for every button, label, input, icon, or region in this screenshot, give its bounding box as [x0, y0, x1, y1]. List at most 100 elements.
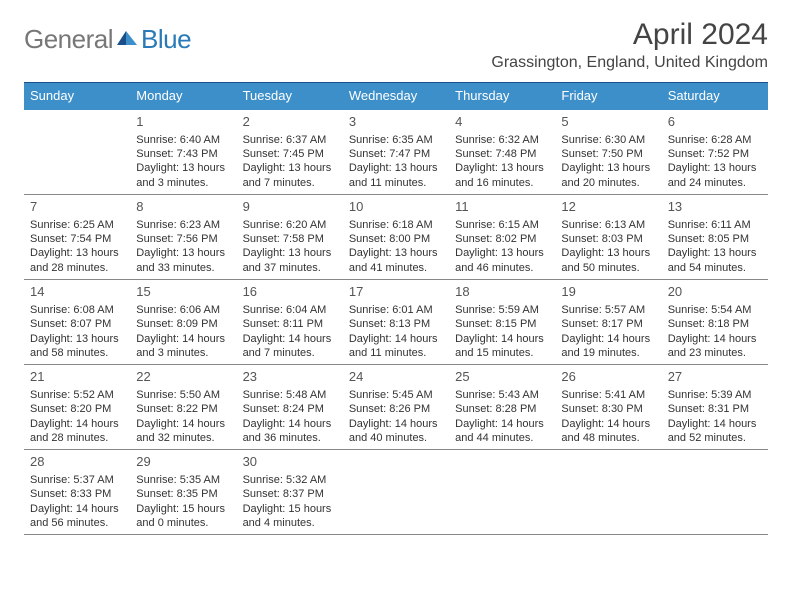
sunset-text: Sunset: 7:54 PM — [30, 232, 124, 246]
sunset-text: Sunset: 8:18 PM — [668, 317, 762, 331]
weekday-header: Tuesday — [237, 83, 343, 110]
sunrise-text: Sunrise: 5:37 AM — [30, 473, 124, 487]
sunset-text: Sunset: 7:58 PM — [243, 232, 337, 246]
day-number: 27 — [668, 369, 762, 386]
day-number: 13 — [668, 199, 762, 216]
sunrise-text: Sunrise: 6:15 AM — [455, 218, 549, 232]
sunrise-text: Sunrise: 5:57 AM — [561, 303, 655, 317]
daylight-text: Daylight: 14 hours and 7 minutes. — [243, 332, 337, 361]
sunset-text: Sunset: 7:50 PM — [561, 147, 655, 161]
sunrise-text: Sunrise: 6:18 AM — [349, 218, 443, 232]
day-number: 14 — [30, 284, 124, 301]
day-number: 7 — [30, 199, 124, 216]
location-label: Grassington, England, United Kingdom — [491, 54, 768, 72]
weekday-header: Thursday — [449, 83, 555, 110]
calendar-cell: 7 Sunrise: 6:25 AMSunset: 7:54 PMDaylight… — [24, 195, 130, 280]
sunset-text: Sunset: 8:11 PM — [243, 317, 337, 331]
sunrise-text: Sunrise: 5:39 AM — [668, 388, 762, 402]
sunset-text: Sunset: 8:02 PM — [455, 232, 549, 246]
sunrise-text: Sunrise: 6:25 AM — [30, 218, 124, 232]
sunset-text: Sunset: 7:43 PM — [136, 147, 230, 161]
sunrise-text: Sunrise: 6:28 AM — [668, 133, 762, 147]
day-number: 18 — [455, 284, 549, 301]
calendar-cell: 19 Sunrise: 5:57 AMSunset: 8:17 PMDayligh… — [555, 280, 661, 365]
sunset-text: Sunset: 8:00 PM — [349, 232, 443, 246]
weekday-header: Wednesday — [343, 83, 449, 110]
daylight-text: Daylight: 13 hours and 11 minutes. — [349, 161, 443, 190]
sunset-text: Sunset: 8:31 PM — [668, 402, 762, 416]
calendar-cell: 21Sunrise: 5:52 AMSunset: 8:20 PMDayligh… — [24, 365, 130, 450]
daylight-text: Daylight: 13 hours and 41 minutes. — [349, 246, 443, 275]
day-number: 9 — [243, 199, 337, 216]
calendar-row: 21Sunrise: 5:52 AMSunset: 8:20 PMDayligh… — [24, 365, 768, 450]
day-number: 5 — [561, 114, 655, 131]
logo-text-general: General — [24, 24, 113, 55]
day-number: 24 — [349, 369, 443, 386]
calendar-cell — [555, 450, 661, 535]
day-number: 8 — [136, 199, 230, 216]
sunset-text: Sunset: 8:15 PM — [455, 317, 549, 331]
day-number: 30 — [243, 454, 337, 471]
sunset-text: Sunset: 7:56 PM — [136, 232, 230, 246]
sunset-text: Sunset: 8:28 PM — [455, 402, 549, 416]
sunrise-text: Sunrise: 6:20 AM — [243, 218, 337, 232]
sunset-text: Sunset: 8:35 PM — [136, 487, 230, 501]
logo-mark-icon — [117, 27, 139, 52]
daylight-text: Daylight: 15 hours and 0 minutes. — [136, 502, 230, 531]
sunrise-text: Sunrise: 6:23 AM — [136, 218, 230, 232]
daylight-text: Daylight: 14 hours and 40 minutes. — [349, 417, 443, 446]
sunset-text: Sunset: 8:07 PM — [30, 317, 124, 331]
sunrise-text: Sunrise: 6:11 AM — [668, 218, 762, 232]
logo-text-blue: Blue — [141, 24, 191, 55]
daylight-text: Daylight: 13 hours and 28 minutes. — [30, 246, 124, 275]
daylight-text: Daylight: 14 hours and 44 minutes. — [455, 417, 549, 446]
daylight-text: Daylight: 13 hours and 54 minutes. — [668, 246, 762, 275]
daylight-text: Daylight: 15 hours and 4 minutes. — [243, 502, 337, 531]
weekday-header-row: SundayMondayTuesdayWednesdayThursdayFrid… — [24, 83, 768, 110]
sunset-text: Sunset: 8:05 PM — [668, 232, 762, 246]
daylight-text: Daylight: 14 hours and 28 minutes. — [30, 417, 124, 446]
sunrise-text: Sunrise: 5:59 AM — [455, 303, 549, 317]
calendar-row: 1Sunrise: 6:40 AMSunset: 7:43 PMDaylight… — [24, 110, 768, 195]
daylight-text: Daylight: 13 hours and 50 minutes. — [561, 246, 655, 275]
calendar-cell: 12Sunrise: 6:13 AMSunset: 8:03 PMDayligh… — [555, 195, 661, 280]
day-number: 20 — [668, 284, 762, 301]
day-number: 21 — [30, 369, 124, 386]
day-number: 15 — [136, 284, 230, 301]
sunset-text: Sunset: 8:03 PM — [561, 232, 655, 246]
calendar-cell: 29Sunrise: 5:35 AMSunset: 8:35 PMDayligh… — [130, 450, 236, 535]
calendar-cell — [343, 450, 449, 535]
sunrise-text: Sunrise: 6:08 AM — [30, 303, 124, 317]
calendar-cell: 18 Sunrise: 5:59 AMSunset: 8:15 PMDayligh… — [449, 280, 555, 365]
calendar-cell: 17 Sunrise: 6:01 AMSunset: 8:13 PMDayligh… — [343, 280, 449, 365]
sunset-text: Sunset: 8:17 PM — [561, 317, 655, 331]
weekday-header: Sunday — [24, 83, 130, 110]
day-number: 19 — [561, 284, 655, 301]
daylight-text: Daylight: 14 hours and 32 minutes. — [136, 417, 230, 446]
sunrise-text: Sunrise: 5:35 AM — [136, 473, 230, 487]
weekday-header: Monday — [130, 83, 236, 110]
sunrise-text: Sunrise: 5:52 AM — [30, 388, 124, 402]
calendar-cell: 4Sunrise: 6:32 AMSunset: 7:48 PMDaylight… — [449, 110, 555, 195]
day-number: 1 — [136, 114, 230, 131]
calendar-cell: 13 Sunrise: 6:11 AMSunset: 8:05 PMDayligh… — [662, 195, 768, 280]
sunset-text: Sunset: 8:24 PM — [243, 402, 337, 416]
calendar-cell: 16Sunrise: 6:04 AMSunset: 8:11 PMDayligh… — [237, 280, 343, 365]
calendar-cell: 28Sunrise: 5:37 AMSunset: 8:33 PMDayligh… — [24, 450, 130, 535]
calendar-row: 14 Sunrise: 6:08 AMSunset: 8:07 PM Dayligh… — [24, 280, 768, 365]
sunset-text: Sunset: 8:13 PM — [349, 317, 443, 331]
calendar-cell: 20Sunrise: 5:54 AMSunset: 8:18 PMDayligh… — [662, 280, 768, 365]
calendar-cell: 24Sunrise: 5:45 AMSunset: 8:26 PMDayligh… — [343, 365, 449, 450]
day-number: 4 — [455, 114, 549, 131]
calendar-cell: 15Sunrise: 6:06 AMSunset: 8:09 PMDayligh… — [130, 280, 236, 365]
calendar-cell: 27Sunrise: 5:39 AMSunset: 8:31 PMDayligh… — [662, 365, 768, 450]
daylight-text: Daylight: 14 hours and 11 minutes. — [349, 332, 443, 361]
day-number: 16 — [243, 284, 337, 301]
sunrise-text: Sunrise: 6:01 AM — [349, 303, 443, 317]
day-number: 17 — [349, 284, 443, 301]
daylight-text: Daylight: 14 hours and 15 minutes. — [455, 332, 549, 361]
calendar-cell: 8Sunrise: 6:23 AMSunset: 7:56 PMDaylight… — [130, 195, 236, 280]
calendar-cell: 22Sunrise: 5:50 AMSunset: 8:22 PMDayligh… — [130, 365, 236, 450]
daylight-text: Daylight: 14 hours and 19 minutes. — [561, 332, 655, 361]
daylight-text: Daylight: 13 hours and 7 minutes. — [243, 161, 337, 190]
